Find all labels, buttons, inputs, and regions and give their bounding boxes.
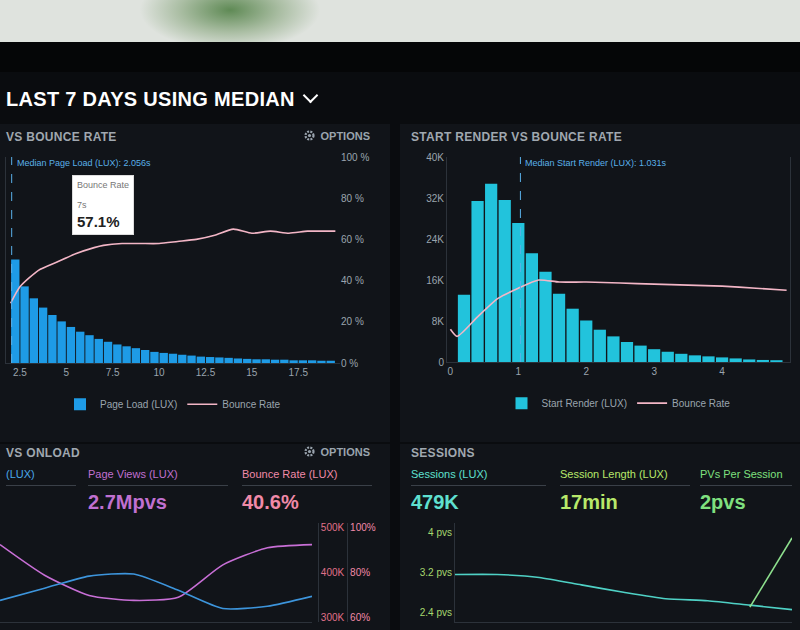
svg-text:20 %: 20 % [341,316,364,327]
svg-text:12.5: 12.5 [196,367,216,378]
svg-text:2.5: 2.5 [13,367,27,378]
svg-text:80 %: 80 % [341,193,364,204]
svg-text:500K: 500K [321,522,345,533]
svg-text:80%: 80% [350,567,370,578]
html-text:479K: 479K [411,491,459,513]
html-text:OPTIONS: OPTIONS [320,130,370,142]
svg-text:10: 10 [154,367,166,378]
html-text:LAST 7 DAYS USING MEDIAN: LAST 7 DAYS USING MEDIAN [6,88,295,110]
html-text:Session Length (LUX): Session Length (LUX) [560,468,668,480]
html-text:40.6%: 40.6% [242,491,299,513]
html-text:2pvs: 2pvs [700,491,746,513]
svg-text:0: 0 [448,366,454,377]
svg-text:24K: 24K [426,234,444,245]
html-text:VS BOUNCE RATE: VS BOUNCE RATE [6,130,117,144]
html-text:PVs Per Session: PVs Per Session [700,468,783,480]
svg-text:Page Load (LUX): Page Load (LUX) [100,399,177,410]
svg-text:Median Page Load (LUX): 2.056s: Median Page Load (LUX): 2.056s [17,158,151,168]
svg-text:2: 2 [583,366,589,377]
svg-text:Bounce Rate: Bounce Rate [672,398,730,409]
svg-text:17.5: 17.5 [289,367,309,378]
html-text:START RENDER VS BOUNCE RATE: START RENDER VS BOUNCE RATE [411,130,622,144]
html-text:Bounce Rate (LUX): Bounce Rate (LUX) [242,468,338,480]
html-text:SESSIONS: SESSIONS [411,446,475,460]
svg-text:7.5: 7.5 [106,367,120,378]
svg-text:Bounce Rate: Bounce Rate [222,399,280,410]
svg-text:400K: 400K [321,567,345,578]
svg-text:60%: 60% [350,612,370,623]
svg-text:40K: 40K [426,152,444,163]
svg-text:5: 5 [64,367,70,378]
svg-text:100%: 100% [350,522,376,533]
html-text:VS ONLOAD: VS ONLOAD [6,446,80,460]
svg-text:8K: 8K [432,316,445,327]
html-text:(LUX): (LUX) [6,468,35,480]
svg-text:2.4 pvs: 2.4 pvs [420,607,452,618]
svg-text:16K: 16K [426,275,444,286]
svg-text:60 %: 60 % [341,234,364,245]
html-text:2.7Mpvs: 2.7Mpvs [88,491,167,513]
html-text:17min: 17min [560,491,618,513]
svg-text:100 %: 100 % [341,152,369,163]
svg-text:4 pvs: 4 pvs [428,527,452,538]
svg-text:3: 3 [651,366,657,377]
svg-text:1: 1 [516,366,522,377]
svg-text:0: 0 [438,357,444,368]
html-text:Sessions (LUX): Sessions (LUX) [411,468,488,480]
svg-text:0 %: 0 % [341,358,358,369]
svg-text:Bounce Rate7s57.1%: Bounce Rate7s57.1% [77,180,129,230]
svg-text:32K: 32K [426,193,444,204]
svg-text:15: 15 [246,367,258,378]
svg-text:3.2 pvs: 3.2 pvs [420,567,452,578]
html-text:Page Views (LUX): Page Views (LUX) [88,468,178,480]
svg-text:4: 4 [719,366,725,377]
svg-text:300K: 300K [321,612,345,623]
svg-text:Median Start Render (LUX): 1.0: Median Start Render (LUX): 1.031s [525,158,667,168]
svg-text:40 %: 40 % [341,275,364,286]
svg-text:Start Render (LUX): Start Render (LUX) [542,398,628,409]
html-text:OPTIONS: OPTIONS [320,446,370,458]
